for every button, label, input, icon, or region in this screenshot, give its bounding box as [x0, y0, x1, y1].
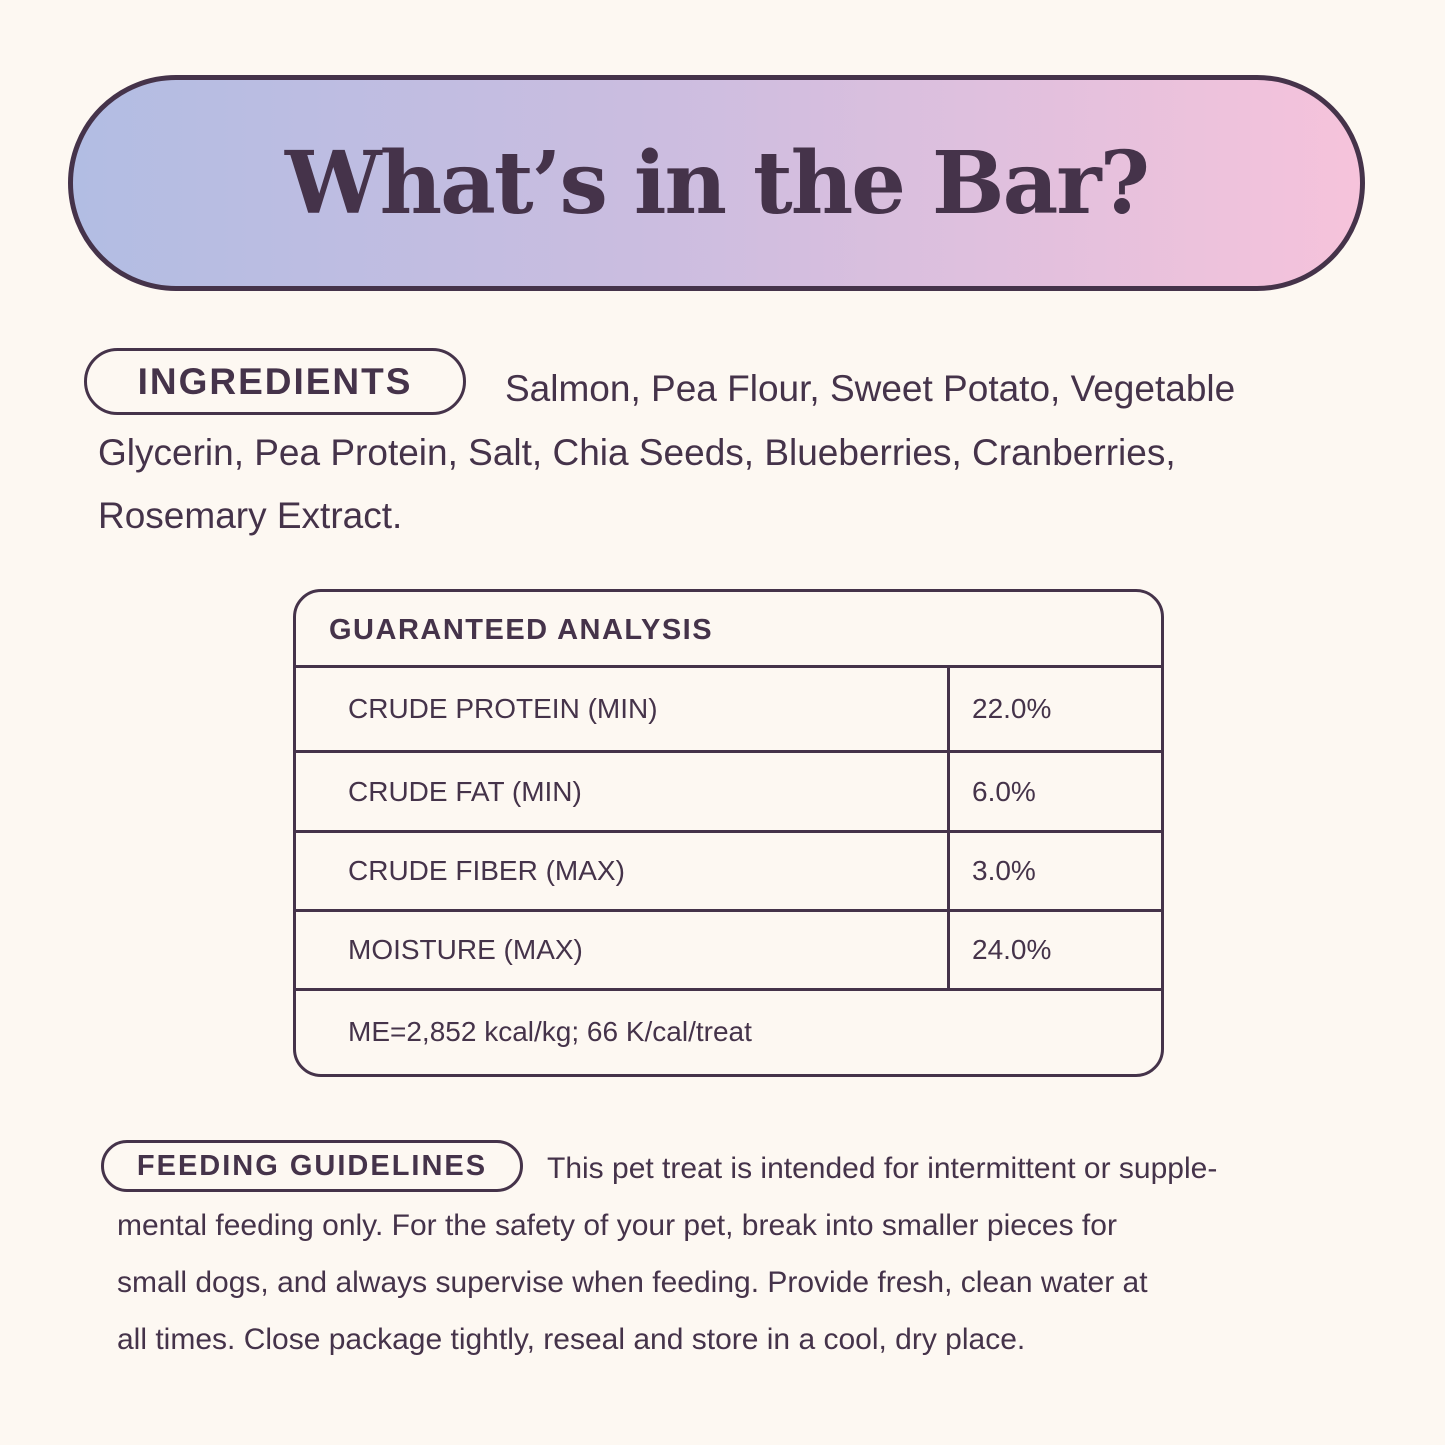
table-row: CRUDE FIBER (MAX) 3.0%	[296, 833, 1161, 912]
analysis-label: CRUDE FAT (MIN)	[348, 775, 582, 807]
analysis-value: 3.0%	[947, 833, 1161, 909]
analysis-label: CRUDE FIBER (MAX)	[348, 855, 625, 886]
ingredients-label: INGREDIENTS	[84, 348, 466, 415]
title-banner: What’s in the Bar?	[68, 75, 1365, 291]
table-row: MOISTURE (MAX) 24.0%	[296, 912, 1161, 991]
table-row: CRUDE FAT (MIN) 6.0%	[296, 753, 1161, 833]
analysis-label: CRUDE PROTEIN (MIN)	[348, 693, 658, 724]
feeding-guidelines-label: FEEDING GUIDELINES	[101, 1140, 523, 1192]
analysis-value: 22.0%	[947, 668, 1161, 750]
table-row: CRUDE PROTEIN (MIN) 22.0%	[296, 668, 1161, 753]
guaranteed-analysis-table: GUARANTEED ANALYSIS CRUDE PROTEIN (MIN) …	[293, 589, 1164, 1077]
analysis-title: GUARANTEED ANALYSIS	[296, 592, 1161, 668]
ingredients-text-line: Salmon, Pea Flour, Sweet Potato, Vegetab…	[505, 368, 1236, 409]
ingredients-text-line: Rosemary Extract.	[98, 495, 403, 536]
feeding-text-line: small dogs, and always supervise when fe…	[117, 1266, 1148, 1299]
ingredients-text-line: Glycerin, Pea Protein, Salt, Chia Seeds,…	[98, 432, 1176, 473]
feeding-text-line: all times. Close package tightly, reseal…	[117, 1323, 1026, 1356]
calorie-content: ME=2,852 kcal/kg; 66 K/cal/treat	[348, 1016, 752, 1047]
feeding-text-line: This pet treat is intended for intermitt…	[547, 1152, 1218, 1185]
feeding-text-line: mental feeding only. For the safety of y…	[117, 1209, 1117, 1242]
page-title: What’s in the Bar?	[284, 132, 1150, 234]
analysis-label: MOISTURE (MAX)	[348, 934, 583, 965]
analysis-value: 6.0%	[947, 753, 1161, 830]
analysis-value: 24.0%	[947, 912, 1161, 988]
